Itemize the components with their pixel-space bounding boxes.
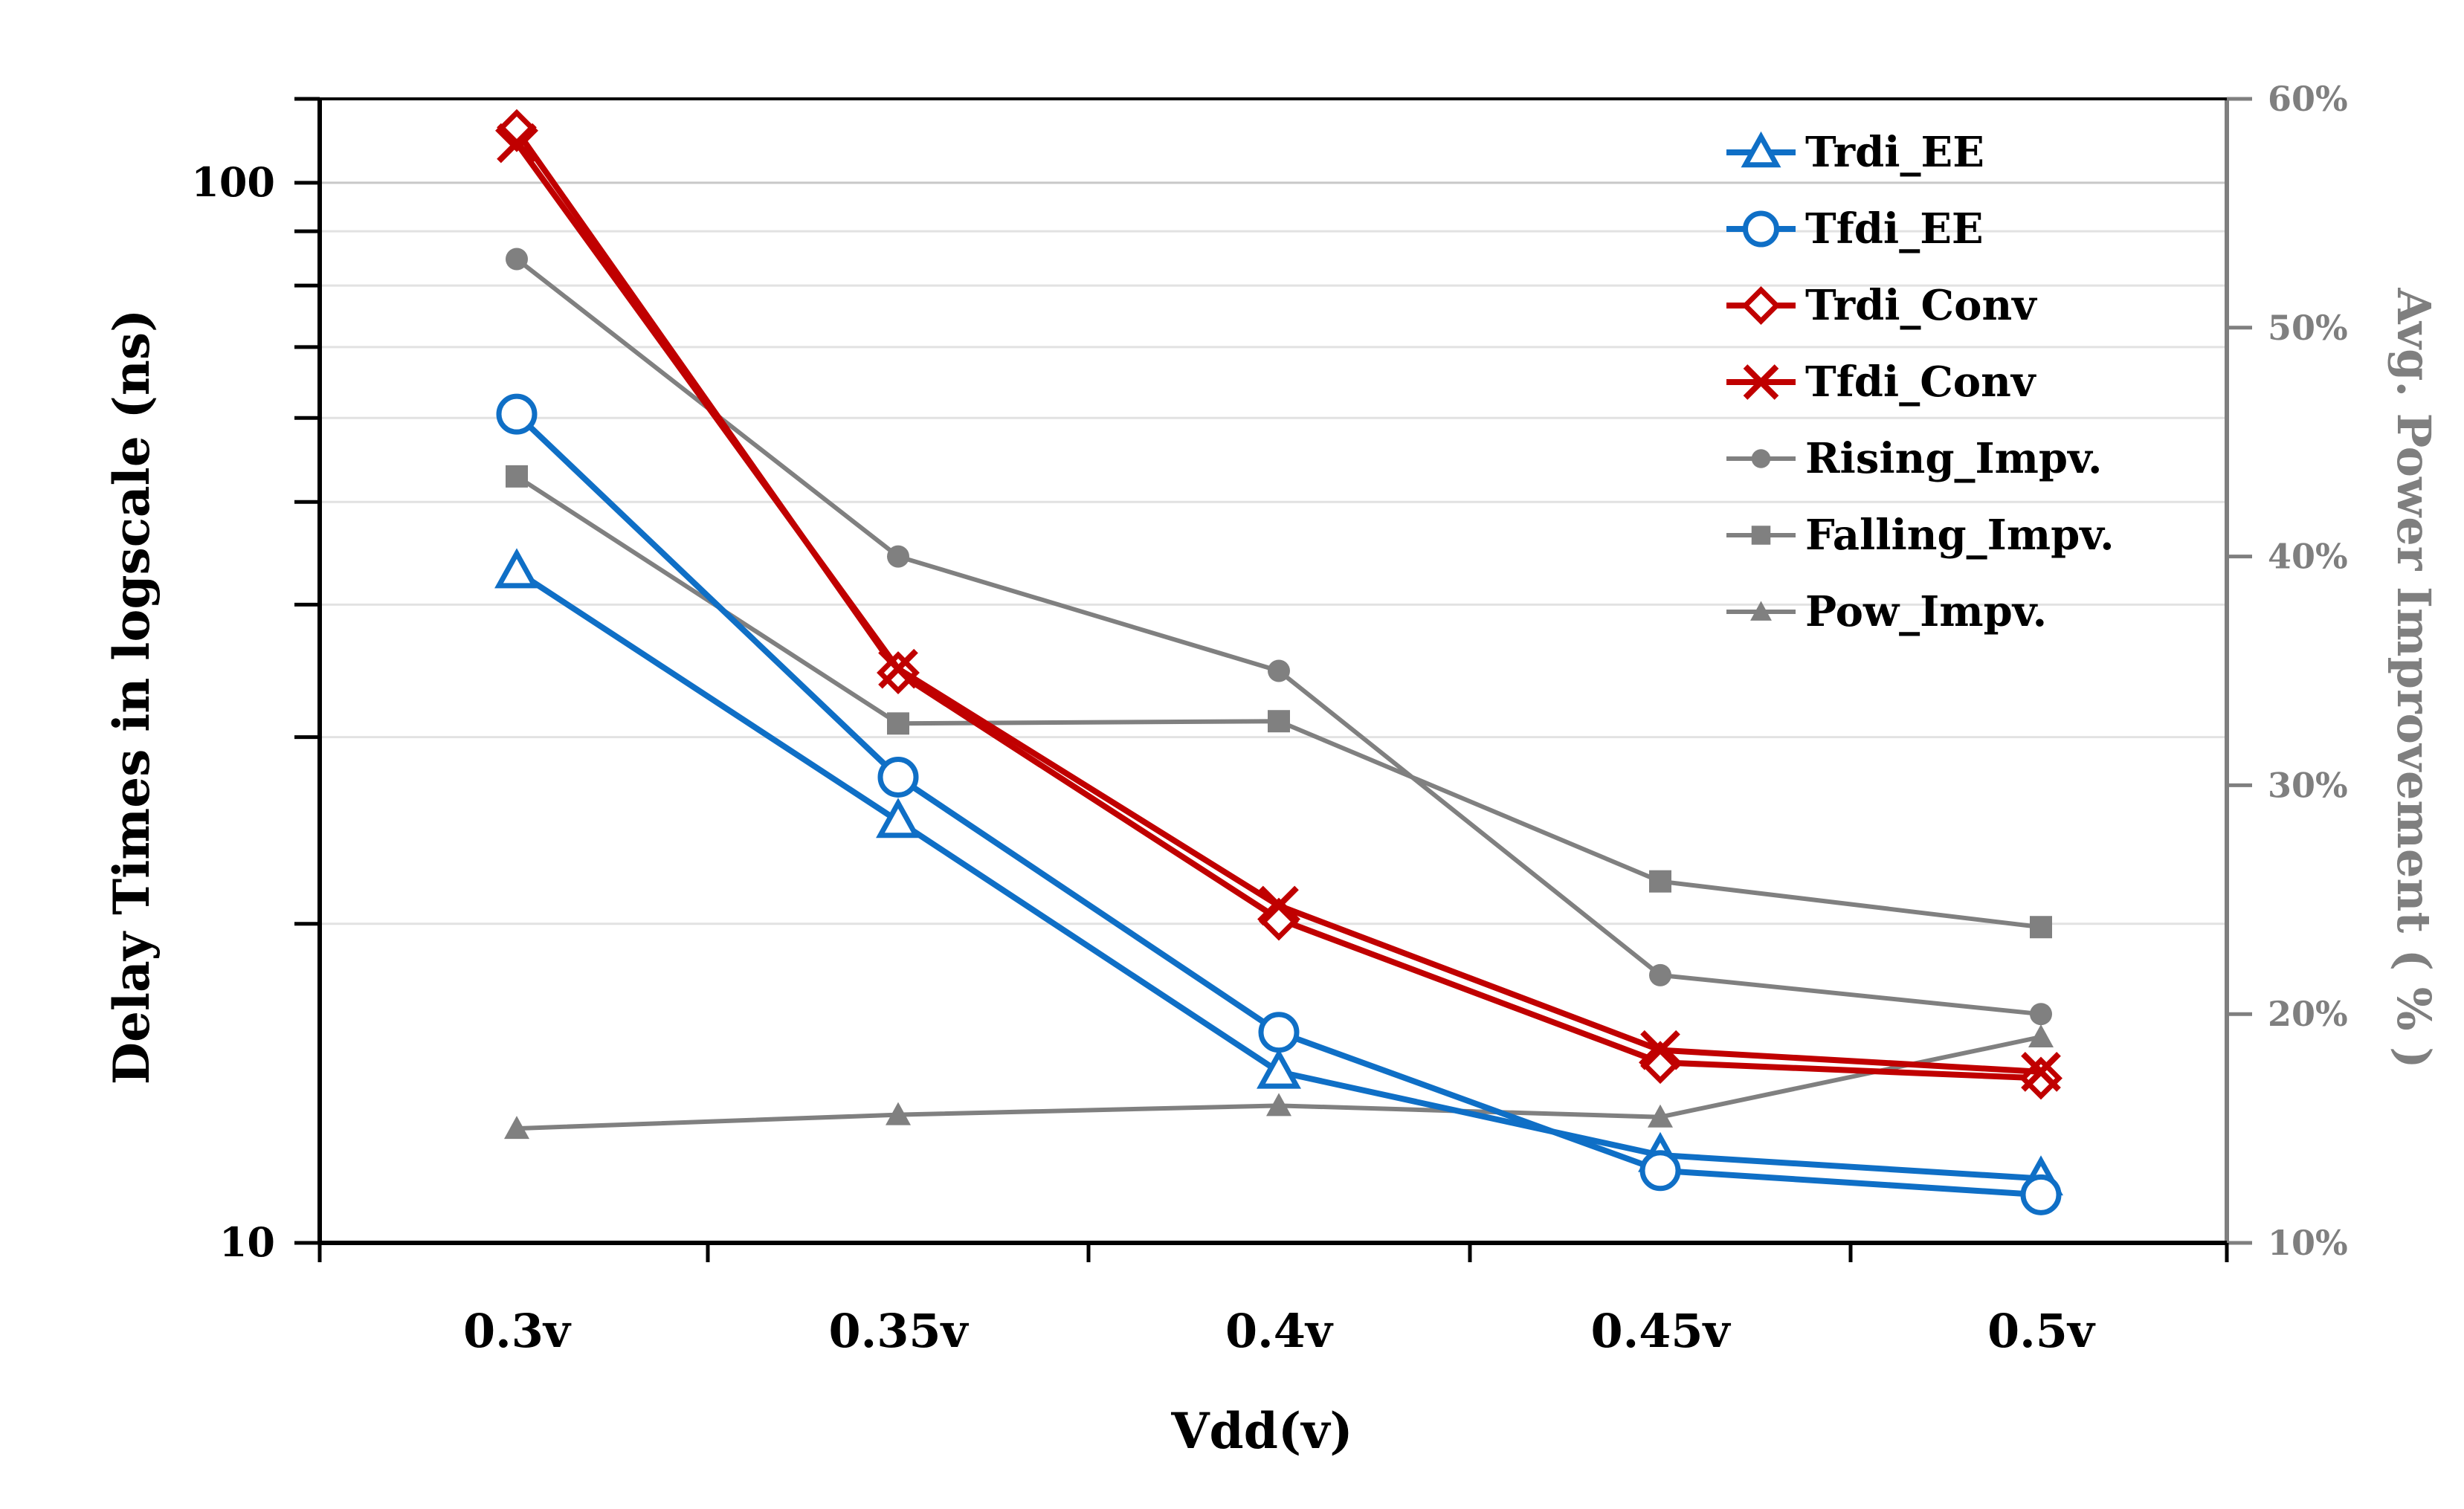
circle-open-marker bbox=[2020, 1174, 2062, 1215]
legend: Trdi_EE Tfdi_EE Trdi_Conv Tfdi_Conv Rising_I… bbox=[1726, 128, 2115, 636]
x-tick-label: 0.5v bbox=[1987, 1304, 2096, 1358]
x-marker bbox=[1743, 364, 1779, 400]
legend-item: Rising_Impv. bbox=[1726, 434, 2103, 483]
x-tick-label: 0.3v bbox=[463, 1304, 572, 1358]
circle-marker bbox=[887, 545, 909, 568]
x-tick-label: 0.35v bbox=[828, 1304, 969, 1358]
x-marker bbox=[878, 648, 918, 689]
triangle-open-marker bbox=[876, 798, 920, 838]
right-tick-label: 10% bbox=[2268, 1223, 2348, 1263]
triangle-open-marker bbox=[494, 548, 539, 589]
left-y-axis-title: Delay Times in logscale (ns) bbox=[103, 309, 161, 1085]
series-tfdi-conv bbox=[497, 123, 2061, 1092]
axes bbox=[317, 97, 2229, 1245]
right-tick-label: 50% bbox=[2268, 308, 2348, 348]
legend-item: Pow_Impv. bbox=[1726, 587, 2047, 636]
gridlines bbox=[320, 181, 2227, 925]
left-tick-label: 10 bbox=[219, 1218, 275, 1266]
legend-item: Falling_Impv. bbox=[1726, 511, 2115, 560]
circle-open-marker bbox=[496, 393, 538, 435]
square-marker bbox=[1268, 710, 1290, 733]
triangle-marker bbox=[1648, 1104, 1673, 1128]
right-tick-label: 40% bbox=[2268, 537, 2348, 577]
x-marker bbox=[2021, 1052, 2061, 1092]
triangle-marker bbox=[1750, 601, 1772, 621]
legend-item: Trdi_Conv bbox=[1726, 281, 2037, 330]
triangle-marker bbox=[504, 1116, 529, 1140]
x-marker bbox=[497, 123, 537, 164]
legend-item: Tfdi_Conv bbox=[1726, 358, 2036, 407]
circle-marker bbox=[1649, 963, 1671, 986]
legend-label: Rising_Impv. bbox=[1805, 434, 2103, 483]
x-tick-label: 0.4v bbox=[1225, 1304, 1334, 1358]
series-rising-impv- bbox=[506, 248, 2052, 1026]
tick-marks bbox=[294, 97, 2252, 1262]
circle-marker bbox=[2030, 1003, 2052, 1026]
legend-item: Tfdi_EE bbox=[1726, 204, 1984, 253]
square-marker bbox=[1751, 526, 1771, 545]
right-tick-label: 60% bbox=[2268, 79, 2348, 119]
circle-open-marker bbox=[1639, 1150, 1681, 1192]
square-marker bbox=[1649, 870, 1671, 893]
triangle-open-marker bbox=[1741, 131, 1781, 168]
circle-open-marker bbox=[1258, 1012, 1300, 1053]
triangle-marker bbox=[2028, 1024, 2054, 1047]
legend-label: Tfdi_Conv bbox=[1805, 358, 2036, 407]
circle-marker bbox=[1751, 449, 1771, 468]
series-tfdi-ee bbox=[496, 393, 2062, 1215]
series-falling-impv- bbox=[506, 465, 2052, 939]
circle-marker bbox=[1268, 659, 1290, 682]
square-marker bbox=[506, 465, 528, 488]
x-marker bbox=[1259, 885, 1299, 926]
x-tick-label: 0.45v bbox=[1590, 1304, 1731, 1358]
circle-open-marker bbox=[1743, 210, 1779, 248]
legend-label: Trdi_EE bbox=[1805, 128, 1984, 177]
series-lines bbox=[494, 109, 2063, 1215]
triangle-marker bbox=[886, 1102, 911, 1125]
legend-label: Trdi_Conv bbox=[1805, 281, 2037, 330]
legend-label: Pow_Impv. bbox=[1805, 587, 2047, 636]
triangle-marker bbox=[1266, 1093, 1291, 1117]
diamond-open-marker bbox=[2019, 1056, 2063, 1100]
tick-labels: 10 100 10% 20% 30% 40% 50% 60% 0.3v 0.35v 0.4v 0.45… bbox=[191, 79, 2347, 1358]
x-marker bbox=[1640, 1030, 1680, 1070]
legend-label: Tfdi_EE bbox=[1805, 204, 1984, 253]
circle-marker bbox=[506, 248, 528, 271]
series-pow-impv- bbox=[504, 1024, 2054, 1140]
circle-open-marker bbox=[877, 756, 919, 798]
diamond-open-marker bbox=[1741, 286, 1781, 325]
left-tick-label: 100 bbox=[191, 158, 275, 206]
x-axis-title: Vdd(v) bbox=[1170, 1402, 1352, 1460]
square-marker bbox=[887, 712, 909, 735]
square-marker bbox=[2030, 916, 2052, 939]
right-tick-label: 20% bbox=[2268, 994, 2348, 1034]
right-y-axis-title: Avg. Power Improvement ( % ) bbox=[2387, 287, 2441, 1068]
legend-item: Trdi_EE bbox=[1726, 128, 1984, 177]
triangle-open-marker bbox=[1257, 1048, 1301, 1089]
right-tick-label: 30% bbox=[2268, 765, 2348, 805]
legend-label: Falling_Impv. bbox=[1805, 511, 2115, 560]
diamond-open-marker bbox=[495, 109, 538, 152]
